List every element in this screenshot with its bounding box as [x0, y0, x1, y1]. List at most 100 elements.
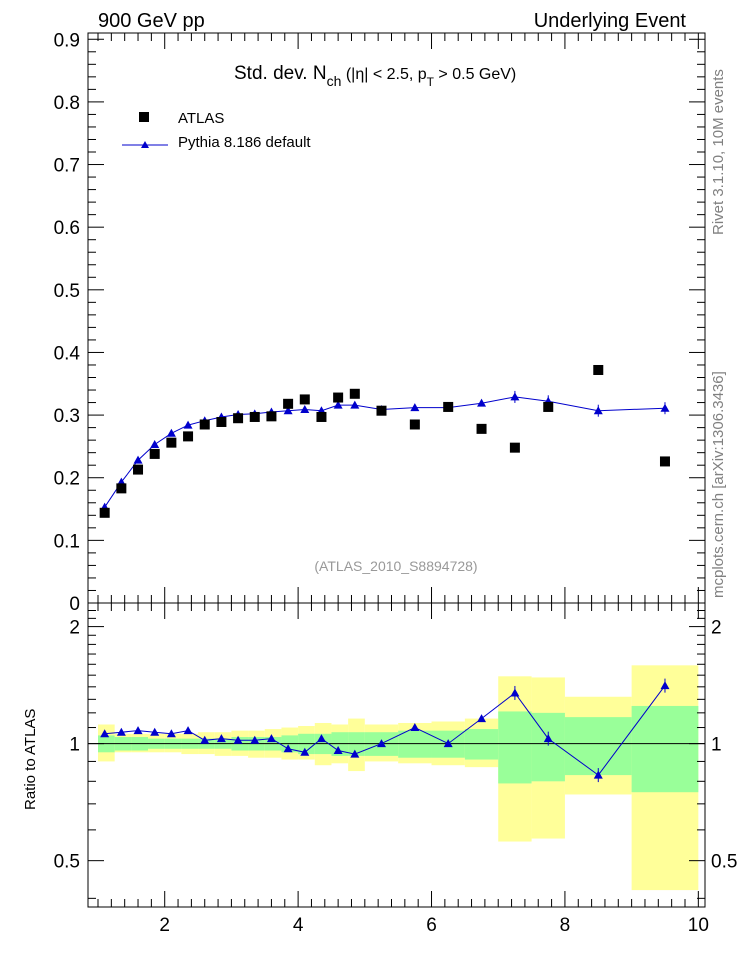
- ratio-plot-panel: 0.5 0.5 1 1 2 2 2 4 6 8 10 Ratio to ATLAS: [22, 602, 737, 936]
- atlas-point: [376, 405, 387, 416]
- ratio-point: [216, 734, 226, 743]
- analysis-annotation: (ATLAS_2010_S8894728): [314, 558, 477, 574]
- plot-title-sub2: T: [427, 75, 435, 89]
- ytick-label: 0.3: [54, 406, 80, 427]
- ratio-point: [266, 734, 276, 743]
- pythia-point: [350, 400, 360, 409]
- pythia-point: [133, 455, 143, 464]
- ratio-point: [116, 727, 126, 736]
- pythia-point: [283, 406, 293, 415]
- pythia-point: [660, 403, 670, 412]
- rivet-label: Rivet 3.1.10, 10M events: [710, 69, 727, 235]
- legend: ATLAS Pythia 8.186 default: [122, 110, 311, 151]
- atlas-point: [476, 423, 487, 434]
- atlas-point: [333, 392, 344, 403]
- atlas-point: [116, 483, 127, 494]
- plot-title-sub: ch: [327, 73, 342, 89]
- ratio-ytick-label: 2: [69, 618, 80, 639]
- atlas-point: [443, 401, 454, 412]
- atlas-point: [316, 411, 327, 422]
- ratio-point: [376, 739, 386, 748]
- ytick-label: 0.1: [54, 531, 80, 552]
- band-inner: [498, 711, 532, 784]
- pythia-point: [150, 440, 160, 449]
- legend-atlas-marker: [139, 112, 149, 122]
- ratio-point: [477, 714, 487, 723]
- ytick-label: 0.4: [54, 343, 81, 364]
- atlas-point: [349, 388, 360, 399]
- ratio-ylabel: Ratio to ATLAS: [22, 709, 39, 810]
- ratio-point: [350, 749, 360, 758]
- ratio-point: [543, 734, 553, 743]
- band-inner: [631, 705, 699, 793]
- xtick-label: 6: [426, 915, 437, 936]
- ratio-point: [183, 726, 193, 735]
- ratio-point: [100, 729, 110, 738]
- pythia-point: [593, 406, 603, 415]
- ratio-ytick-label: 1: [69, 735, 80, 756]
- main-plot-ticks: 0 0.1 0.2 0.3 0.4 0.5 0.6 0.7 0.8 0.9: [54, 30, 705, 615]
- atlas-point: [266, 411, 277, 422]
- header-right: Underlying Event: [534, 10, 687, 32]
- xtick-label: 4: [293, 915, 304, 936]
- atlas-point: [543, 401, 554, 412]
- band-inner: [464, 729, 499, 760]
- plot-title-end: > 0.5 GeV): [434, 66, 516, 83]
- ratio-point: [660, 681, 670, 690]
- band-inner: [564, 717, 632, 776]
- ratio-point: [443, 739, 453, 748]
- legend-pythia-label: Pythia 8.186 default: [178, 134, 311, 151]
- ratio-point: [150, 727, 160, 736]
- ratio-point: [200, 735, 210, 744]
- mcplots-label: mcplots.cern.ch [arXiv:1306.3436]: [710, 371, 727, 598]
- ratio-ytick-label-right: 1: [711, 735, 722, 756]
- ytick-label: 0.2: [54, 469, 80, 490]
- top-data-layer: [99, 364, 670, 518]
- ratio-point: [333, 746, 343, 755]
- atlas-point: [283, 398, 294, 409]
- plot-title-rest: (|η| < 2.5, p: [341, 66, 426, 83]
- pythia-point: [510, 392, 520, 401]
- legend-atlas-label: ATLAS: [178, 110, 224, 127]
- pythia-point: [300, 404, 310, 413]
- band-inner: [398, 730, 432, 758]
- ratio-point: [316, 734, 326, 743]
- ratio-ytick-label: 0.5: [54, 852, 80, 873]
- ratio-ytick-label-right: 2: [711, 618, 722, 639]
- ratio-line: [104, 685, 666, 776]
- ratio-point: [250, 735, 260, 744]
- atlas-point: [409, 419, 420, 430]
- xtick-label: 8: [560, 915, 571, 936]
- ratio-point: [300, 747, 310, 756]
- ytick-label: 0.8: [54, 93, 80, 114]
- ratio-point: [166, 729, 176, 738]
- ytick-label: 0: [69, 594, 80, 615]
- atlas-point: [299, 394, 310, 405]
- atlas-point: [216, 416, 227, 427]
- ratio-point: [133, 726, 143, 735]
- ratio-plot-ticks: 0.5 0.5 1 1 2 2 2 4 6 8 10: [54, 603, 737, 936]
- ratio-point: [283, 744, 293, 753]
- ratio-data-layer: [88, 665, 705, 891]
- atlas-point: [659, 456, 670, 467]
- atlas-point: [509, 442, 520, 453]
- atlas-point: [233, 413, 244, 424]
- atlas-point: [249, 411, 260, 422]
- ratio-point: [410, 723, 420, 732]
- pythia-point: [166, 428, 176, 437]
- plot-title-main: Std. dev. N: [234, 63, 327, 84]
- ratio-point: [510, 688, 520, 697]
- pythia-point: [183, 420, 193, 429]
- xtick-label: 10: [688, 915, 709, 936]
- main-plot-panel: 0 0.1 0.2 0.3 0.4 0.5 0.6 0.7 0.8 0.9 Std. dev. N…: [54, 30, 706, 615]
- atlas-point: [149, 448, 160, 459]
- ratio-plot-frame: [87, 602, 706, 908]
- plot-title: Std. dev. Nch (|η| < 2.5, pT > 0.5 GeV): [234, 63, 516, 89]
- atlas-point: [166, 437, 177, 448]
- xtick-label: 2: [159, 915, 170, 936]
- ytick-label: 0.5: [54, 281, 80, 302]
- atlas-point: [593, 364, 604, 375]
- ytick-label: 0.9: [54, 30, 80, 51]
- ratio-point: [593, 770, 603, 779]
